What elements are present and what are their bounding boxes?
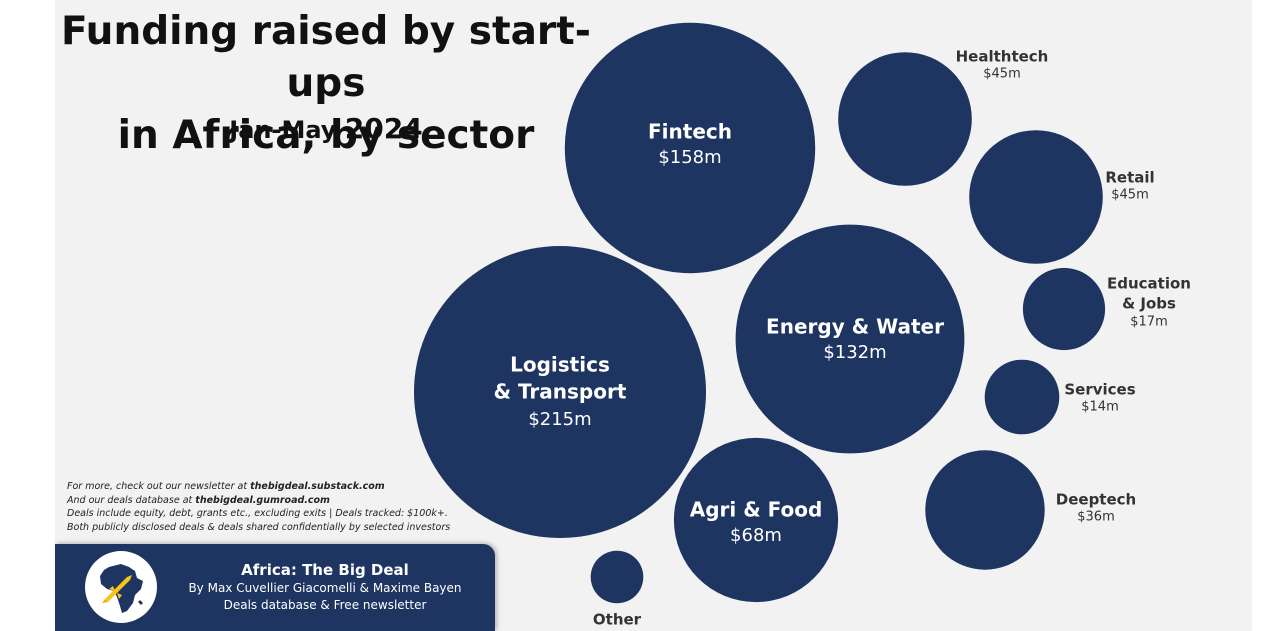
bubble-value-education-and-jobs: $17m [1130, 315, 1167, 330]
brand-tagline: Deals database & Free newsletter [223, 598, 427, 612]
bubble-fintech [564, 22, 816, 274]
bubble-deeptech [925, 450, 1045, 570]
brand-text: Africa: The Big Deal By Max Cuvellier Gi… [175, 560, 475, 614]
bubble-label-energy-and-water: Energy & Water [766, 315, 944, 339]
brand-name: Africa: The Big Deal [241, 561, 409, 579]
bubble-label-deeptech: Deeptech [1056, 491, 1136, 509]
bubble-other [590, 550, 644, 604]
subtitle-year: 2024 [344, 112, 423, 145]
bubble-value-deeptech: $36m [1077, 510, 1114, 525]
database-link[interactable]: thebigdeal.gumroad.com [195, 494, 330, 506]
bubble-label-services: Services [1064, 381, 1135, 399]
notes-line-4: Both publicly disclosed deals & deals sh… [67, 521, 451, 533]
bubble-education-and-jobs [1022, 267, 1106, 351]
bubble-healthtech [838, 52, 972, 186]
bubble-label-agri-and-food: Agri & Food [690, 498, 823, 522]
bubble-label-retail: Retail [1105, 169, 1154, 187]
bubble-label-logistics-and-transport-1: Logistics [510, 353, 610, 377]
notes-line-3: Deals include equity, debt, grants etc.,… [67, 508, 448, 519]
bubble-services [984, 359, 1060, 435]
bubble-energy-and-water [735, 224, 965, 454]
bubble-label-education-and-jobs-1: Education [1107, 275, 1191, 293]
bubble-agri-and-food [673, 437, 839, 603]
bubble-label-fintech: Fintech [648, 120, 732, 144]
bubble-value-energy-and-water: $132m [823, 342, 886, 363]
bubble-value-fintech: $158m [658, 147, 721, 168]
bubble-label-education-and-jobs-2: & Jobs [1122, 295, 1176, 313]
notes-line-2: And our deals database at thebigdeal.gum… [67, 494, 330, 506]
brand-authors: By Max Cuvellier Giacomelli & Maxime Bay… [188, 581, 462, 595]
africa-map-rocket-icon [100, 564, 143, 613]
newsletter-link[interactable]: thebigdeal.substack.com [250, 481, 385, 492]
bubble-retail [969, 130, 1103, 264]
notes-line-1: For more, check out our newsletter at th… [67, 481, 385, 492]
subtitle-period: Jan-May [229, 116, 337, 144]
bubble-value-healthtech: $45m [983, 67, 1020, 82]
bubble-value-agri-and-food: $68m [730, 525, 782, 546]
chart-title-line-2: in Africa, by sector [117, 113, 535, 158]
bubble-label-other: Other [593, 611, 642, 629]
chart-title-line-1: Funding raised by start-ups [60, 9, 591, 106]
bubble-label-logistics-and-transport-2: & Transport [494, 380, 627, 404]
bubble-value-retail: $45m [1111, 188, 1148, 203]
chart-subtitle: Jan-May 2024 [55, 112, 597, 145]
brand-banner: Africa: The Big Deal By Max Cuvellier Gi… [55, 544, 495, 631]
source-notes: For more, check out our newsletter at th… [67, 480, 487, 534]
bubble-value-logistics-and-transport: $215m [528, 409, 591, 430]
bubble-value-services: $14m [1081, 400, 1118, 415]
bubble-label-healthtech: Healthtech [956, 48, 1049, 66]
brand-logo [85, 551, 157, 623]
bubble-logistics-and-transport [414, 246, 706, 538]
chart-title: Funding raised by start-ups in Africa, b… [55, 6, 597, 162]
